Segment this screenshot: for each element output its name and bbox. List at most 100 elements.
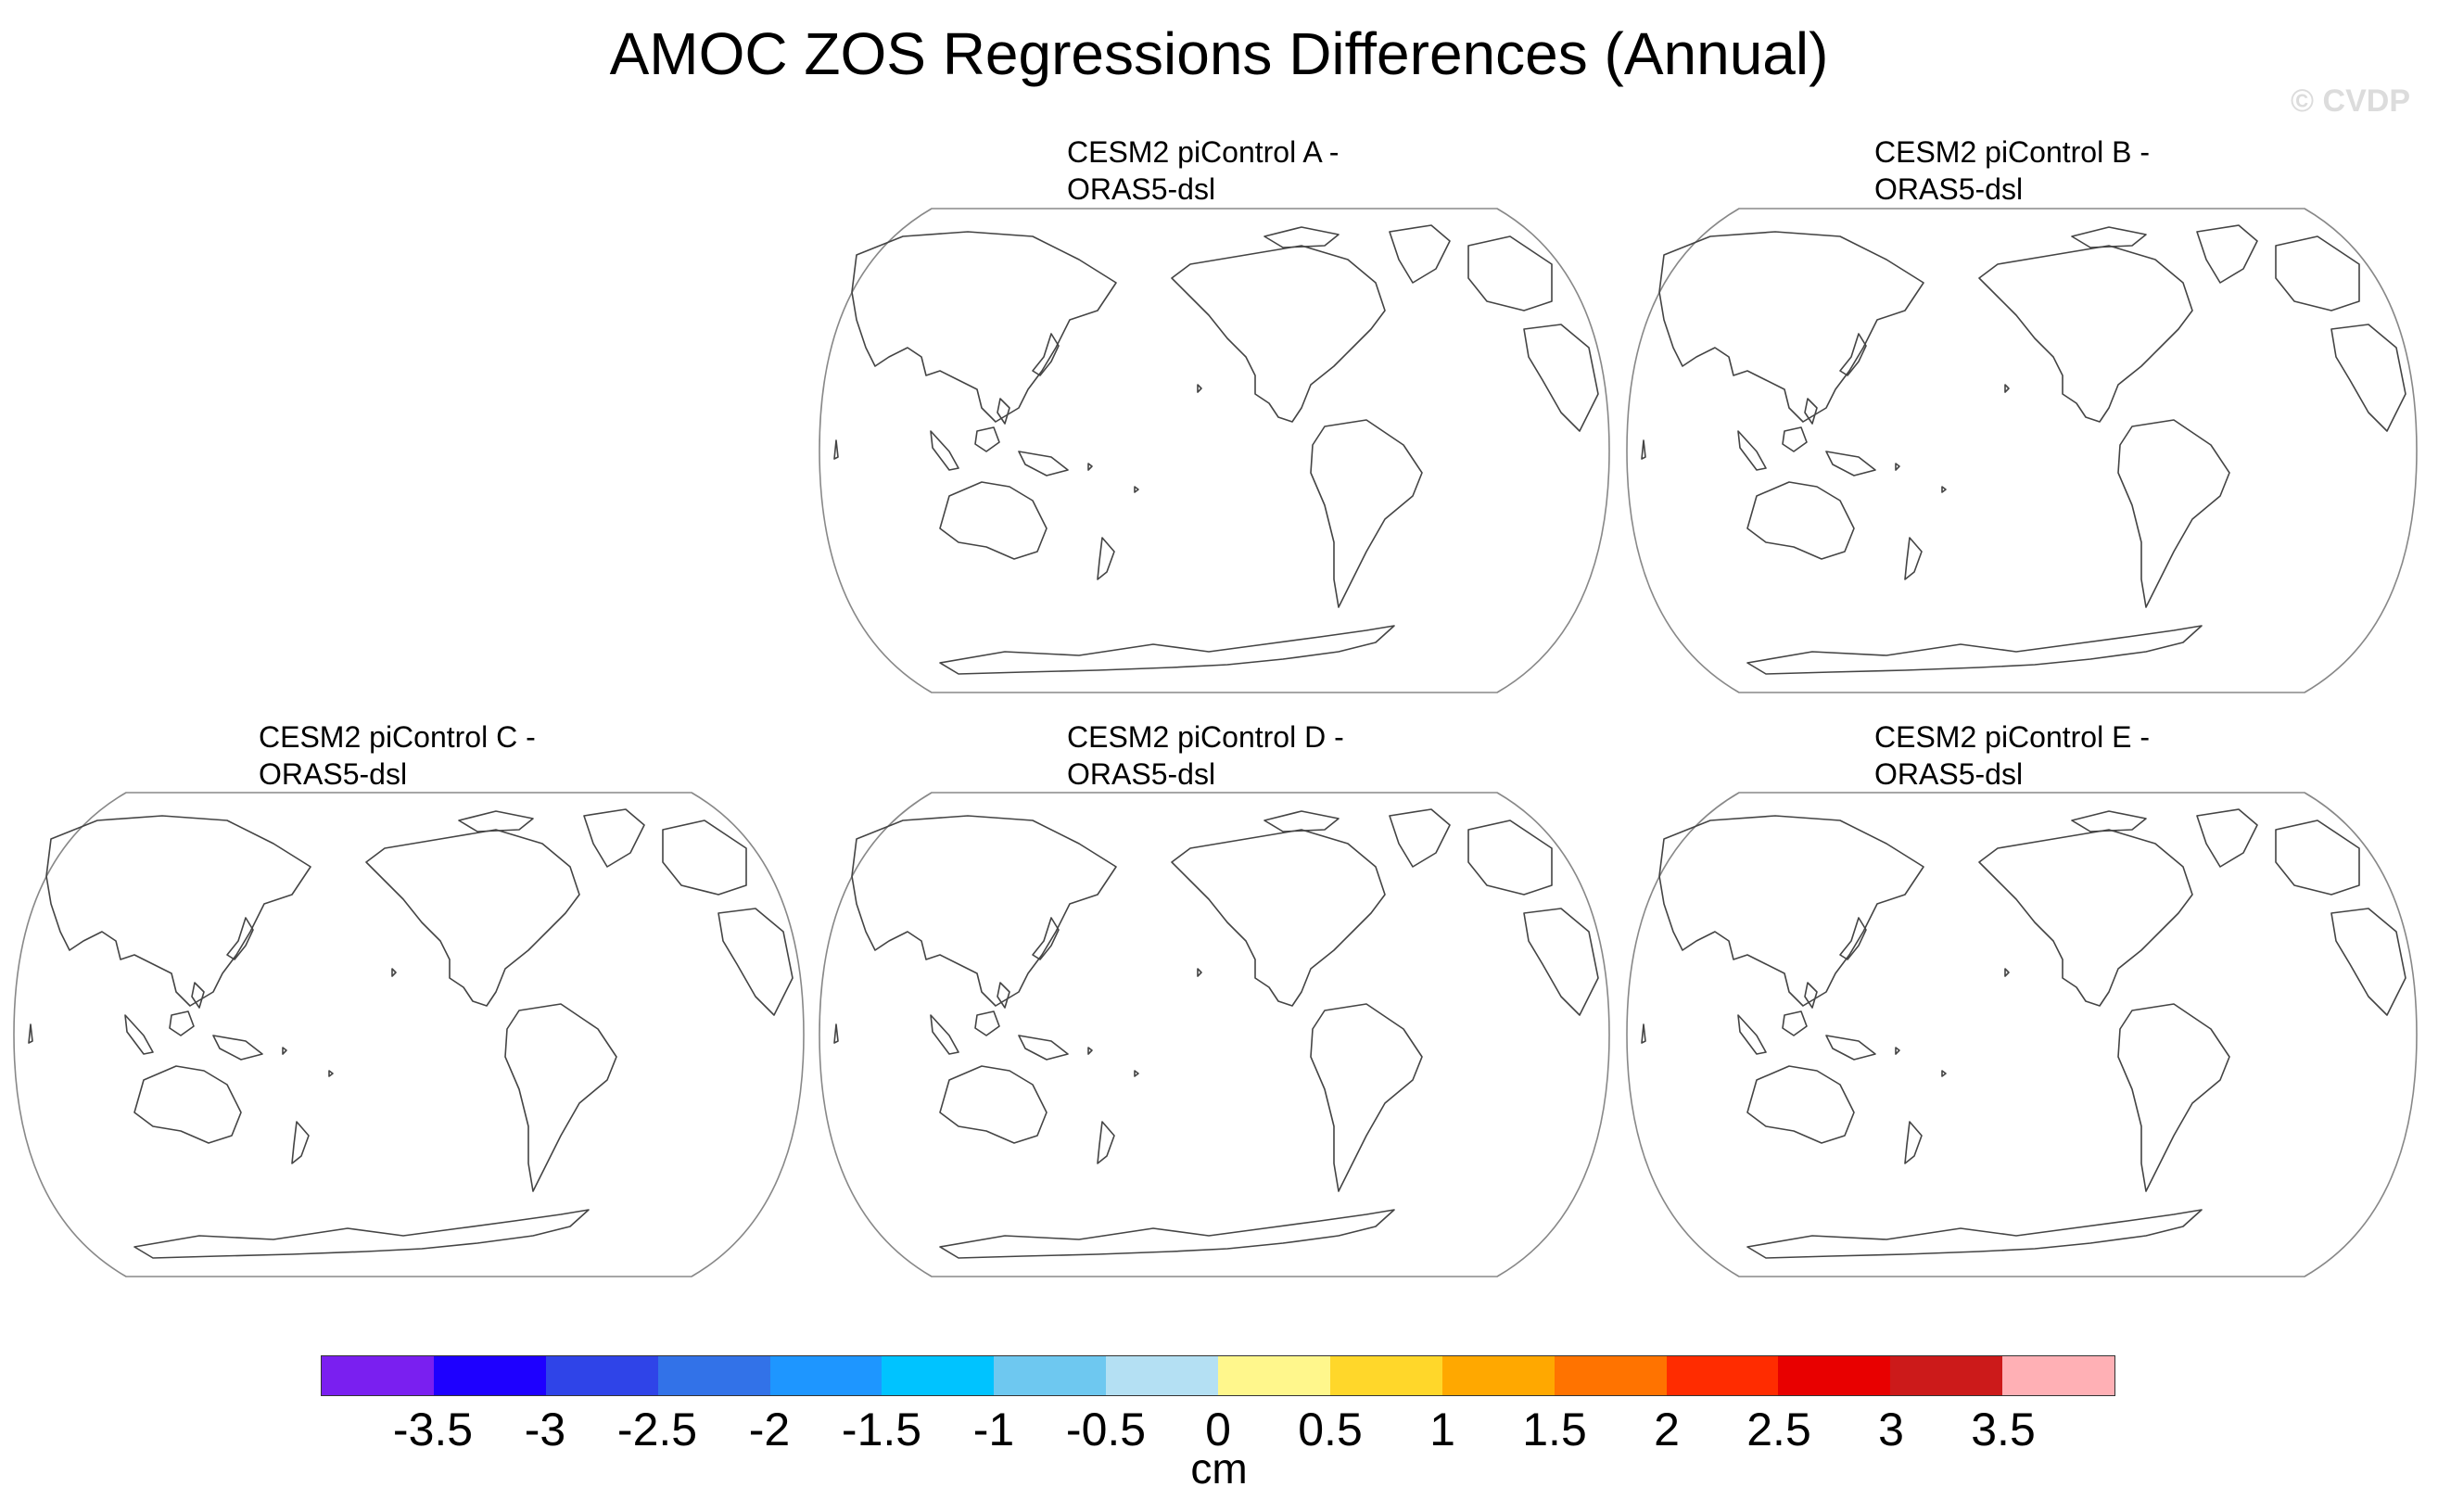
coastline-small-island-1	[1895, 463, 1900, 471]
colorbar-tick-label: -2.5	[616, 1404, 698, 1455]
colorbar-tick-label: -1.5	[841, 1404, 922, 1455]
coastline-south-america	[2117, 1003, 2230, 1192]
coastline-greenland	[2196, 808, 2258, 868]
coastline-europe	[2275, 235, 2360, 311]
coastline-africa	[1523, 324, 1599, 432]
coastline-greenland	[583, 808, 645, 868]
coastline-south-america	[1310, 1003, 1423, 1192]
coastline-north-america	[1978, 245, 2193, 423]
coastline-greenland	[1389, 224, 1451, 284]
coastline-small-island-2	[1941, 1070, 1947, 1077]
coastline-japan	[226, 917, 254, 960]
coastline-asia	[851, 815, 1117, 1007]
panel-title-e-line1: CESM2 piControl E -	[1874, 720, 2150, 754]
coastline-philippines	[997, 982, 1010, 1009]
figure-title: AMOC ZOS Regressions Differences (Annual…	[609, 20, 1829, 87]
coastline-australia	[1746, 1065, 1855, 1144]
colorbar-box-5	[882, 1356, 995, 1395]
colorbar	[321, 1355, 2115, 1396]
panel-title-e-line2: ORAS5-dsl	[1874, 757, 2024, 791]
coastline-new-guinea	[212, 1035, 263, 1061]
coastline-small-island-2	[1941, 486, 1947, 493]
coastline-small-island-2	[328, 1070, 334, 1077]
coastline-north-america	[1171, 829, 1386, 1007]
coastline-hawaii	[1197, 384, 1202, 393]
coastline-hawaii	[2004, 384, 2010, 393]
coastline-japan	[1839, 333, 1867, 376]
colorbar-tick-label: 2.5	[1746, 1404, 1811, 1455]
colorbar-tick-label: 0.5	[1298, 1404, 1363, 1455]
coastline-small-island-1	[1087, 1047, 1093, 1055]
coastline-new-zealand	[291, 1121, 310, 1164]
coastline-hawaii	[2004, 968, 2010, 977]
coastline-sumatra	[1737, 1014, 1767, 1055]
map-boundary	[13, 792, 805, 1277]
coastline-south-america	[1310, 419, 1423, 608]
panel-title-b: CESM2 piControl B - ORAS5-dsl	[1874, 133, 2150, 208]
coastline-new-zealand	[1904, 1121, 1923, 1164]
colorbar-tick-label: -3	[524, 1404, 566, 1455]
coastline-small-island-1	[1895, 1047, 1900, 1055]
colorbar-tick-label: 2	[1654, 1404, 1680, 1455]
colorbar-box-3	[657, 1356, 770, 1395]
coastline-antarctica	[939, 1209, 1395, 1259]
colorbar-box-0	[322, 1356, 434, 1395]
watermark: © CVDP	[2291, 83, 2410, 119]
coastline-arctic-islands	[2071, 226, 2147, 248]
coastline-japan	[1032, 917, 1060, 960]
coastline-small-island-1	[282, 1047, 287, 1055]
colorbar-box-13	[1778, 1356, 1891, 1395]
world-map	[1626, 792, 2418, 1277]
coastline-small-island-2	[1134, 486, 1139, 493]
colorbar-tick-label: -1	[972, 1404, 1015, 1455]
panel-title-a-line2: ORAS5-dsl	[1067, 172, 1216, 206]
coastline-sumatra	[1737, 430, 1767, 471]
colorbar-box-7	[1106, 1356, 1218, 1395]
coastline-new-guinea	[1018, 1035, 1069, 1061]
map-boundary	[819, 208, 1610, 693]
world-map	[819, 208, 1610, 693]
coastline-antarctica	[133, 1209, 590, 1259]
coastline-arctic-islands	[2071, 810, 2147, 832]
coastline-australia	[133, 1065, 242, 1144]
map-b	[1626, 208, 2418, 693]
colorbar-box-15	[2002, 1356, 2114, 1395]
panel-title-c-line2: ORAS5-dsl	[259, 757, 408, 791]
coastline-new-zealand	[1904, 537, 1923, 580]
colorbar-box-9	[1329, 1356, 1442, 1395]
map-c	[13, 792, 805, 1277]
coastline-small-island-2	[1134, 1070, 1139, 1077]
coastline-philippines	[1804, 398, 1818, 425]
coastline-asia	[45, 815, 311, 1007]
map-a	[819, 208, 1610, 693]
coastline-australia	[939, 481, 1048, 560]
coastline-small-island-3	[833, 439, 839, 460]
coastline-japan	[1032, 333, 1060, 376]
coastline-africa	[717, 908, 794, 1016]
colorbar-tick-label: 1	[1429, 1404, 1455, 1455]
colorbar-box-8	[1218, 1356, 1330, 1395]
coastline-europe	[2275, 820, 2360, 896]
map-boundary	[1626, 792, 2418, 1277]
coastline-greenland	[1389, 808, 1451, 868]
panel-title-b-line1: CESM2 piControl B -	[1874, 135, 2150, 169]
colorbar-box-12	[1666, 1356, 1779, 1395]
coastline-antarctica	[1746, 1209, 2203, 1259]
panel-title-e: CESM2 piControl E - ORAS5-dsl	[1874, 718, 2150, 793]
panel-title-c-line1: CESM2 piControl C -	[259, 720, 536, 754]
coastline-north-america	[365, 829, 580, 1007]
coastline-arctic-islands	[458, 810, 534, 832]
colorbar-box-11	[1554, 1356, 1667, 1395]
coastline-new-zealand	[1097, 537, 1115, 580]
coastline-australia	[1746, 481, 1855, 560]
coastline-borneo	[1782, 426, 1808, 452]
coastline-africa	[2330, 324, 2406, 432]
coastline-south-america	[504, 1003, 617, 1192]
coastline-borneo	[1782, 1010, 1808, 1036]
panel-title-b-line2: ORAS5-dsl	[1874, 172, 2024, 206]
map-boundary	[819, 792, 1610, 1277]
coastline-europe	[1467, 235, 1553, 311]
coastline-philippines	[191, 982, 205, 1009]
coastline-south-america	[2117, 419, 2230, 608]
coastline-japan	[1839, 917, 1867, 960]
